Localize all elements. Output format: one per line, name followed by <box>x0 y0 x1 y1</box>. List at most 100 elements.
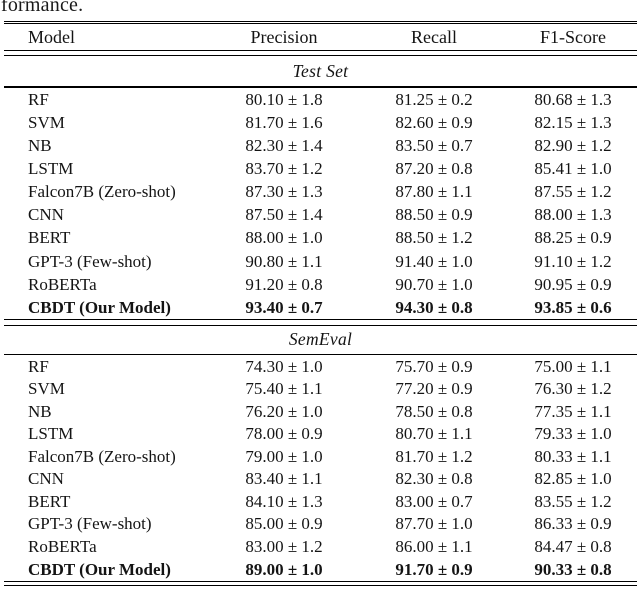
recall-cell: 75.70 ± 0.9 <box>395 356 473 376</box>
table-row: SVM 81.70 ± 1.6 82.60 ± 0.9 82.15 ± 1.3 <box>4 111 637 134</box>
recall-cell: 83.00 ± 0.7 <box>395 491 473 511</box>
model-cell: RoBERTa <box>28 536 97 556</box>
section-rows: RF 80.10 ± 1.8 81.25 ± 0.2 80.68 ± 1.3 SVM 81… <box>4 88 637 319</box>
recall-cell: 86.00 ± 1.1 <box>395 536 473 556</box>
recall-cell: 91.40 ± 1.0 <box>395 251 473 271</box>
precision-cell: 74.30 ± 1.0 <box>245 356 323 376</box>
table-row: NB 76.20 ± 1.0 78.50 ± 0.8 77.35 ± 1.1 <box>4 400 637 423</box>
table-rule-below-section-title <box>4 353 637 356</box>
f1-cell: 88.00 ± 1.3 <box>534 205 612 225</box>
table-row: RF 80.10 ± 1.8 81.25 ± 0.2 80.68 ± 1.3 <box>4 88 637 111</box>
model-cell: LSTM <box>28 159 74 179</box>
table-row: CNN 83.40 ± 1.1 82.30 ± 0.8 82.85 ± 1.0 <box>4 468 637 491</box>
precision-cell: 85.00 ± 0.9 <box>245 514 323 534</box>
recall-cell: 83.50 ± 0.7 <box>395 135 473 155</box>
precision-cell: 80.10 ± 1.8 <box>245 89 323 109</box>
recall-cell: 87.20 ± 0.8 <box>395 159 473 179</box>
model-cell: RF <box>28 89 49 109</box>
section-test-set: Test Set RF 80.10 ± 1.8 81.25 ± 0.2 80.68 ±… <box>4 56 637 319</box>
model-cell: NB <box>28 401 52 421</box>
table-rule-top <box>4 21 637 25</box>
section-title-row: SemEval <box>4 326 637 354</box>
recall-cell: 82.60 ± 0.9 <box>395 112 473 132</box>
precision-cell: 93.40 ± 0.7 <box>245 297 323 317</box>
precision-cell: 79.00 ± 1.0 <box>245 446 323 466</box>
table-row: CBDT (Our Model) 93.40 ± 0.7 94.30 ± 0.8 93… <box>4 296 637 319</box>
f1-cell: 88.25 ± 0.9 <box>534 228 612 248</box>
table-row: LSTM 78.00 ± 0.9 80.70 ± 1.1 79.33 ± 1.0 <box>4 423 637 446</box>
model-cell: CBDT (Our Model) <box>28 559 171 579</box>
f1-cell: 75.00 ± 1.1 <box>534 356 612 376</box>
table-row: Falcon7B (Zero-shot) 87.30 ± 1.3 87.80 ± 1… <box>4 181 637 204</box>
model-cell: NB <box>28 135 52 155</box>
table-rule-below-section-title <box>4 86 637 89</box>
precision-cell: 81.70 ± 1.6 <box>245 112 323 132</box>
column-header-model: Model <box>28 26 75 47</box>
recall-cell: 94.30 ± 0.8 <box>395 297 473 317</box>
f1-cell: 87.55 ± 1.2 <box>534 182 612 202</box>
recall-cell: 87.80 ± 1.1 <box>395 182 473 202</box>
f1-cell: 80.33 ± 1.1 <box>534 446 612 466</box>
model-cell: SVM <box>28 379 65 399</box>
precision-cell: 89.00 ± 1.0 <box>245 559 323 579</box>
f1-cell: 77.35 ± 1.1 <box>534 401 612 421</box>
model-cell: CBDT (Our Model) <box>28 297 171 317</box>
table-row: BERT 84.10 ± 1.3 83.00 ± 0.7 83.55 ± 1.2 <box>4 491 637 514</box>
precision-cell: 76.20 ± 1.0 <box>245 401 323 421</box>
recall-cell: 81.70 ± 1.2 <box>395 446 473 466</box>
precision-cell: 87.50 ± 1.4 <box>245 205 323 225</box>
table-row: NB 82.30 ± 1.4 83.50 ± 0.7 82.90 ± 1.2 <box>4 134 637 157</box>
table-row: LSTM 83.70 ± 1.2 87.20 ± 0.8 85.41 ± 1.0 <box>4 157 637 180</box>
paper-caption-fragment: formance. <box>1 0 84 16</box>
table-row: RoBERTa 83.00 ± 1.2 86.00 ± 1.1 84.47 ± 0.8 <box>4 536 637 559</box>
recall-cell: 88.50 ± 1.2 <box>395 228 473 248</box>
f1-cell: 93.85 ± 0.6 <box>534 297 612 317</box>
f1-cell: 90.95 ± 0.9 <box>534 274 612 294</box>
f1-cell: 86.33 ± 0.9 <box>534 514 612 534</box>
recall-cell: 88.50 ± 0.9 <box>395 205 473 225</box>
recall-cell: 82.30 ± 0.8 <box>395 469 473 489</box>
model-cell: Falcon7B (Zero-shot) <box>28 182 176 202</box>
table-row: RoBERTa 91.20 ± 0.8 90.70 ± 1.0 90.95 ± 0.9 <box>4 273 637 296</box>
precision-cell: 84.10 ± 1.3 <box>245 491 323 511</box>
model-cell: GPT-3 (Few-shot) <box>28 251 152 271</box>
f1-cell: 83.55 ± 1.2 <box>534 491 612 511</box>
model-cell: LSTM <box>28 424 74 444</box>
recall-cell: 87.70 ± 1.0 <box>395 514 473 534</box>
recall-cell: 81.25 ± 0.2 <box>395 89 473 109</box>
model-cell: BERT <box>28 228 71 248</box>
recall-cell: 80.70 ± 1.1 <box>395 424 473 444</box>
results-table: Model Precision Recall F1-Score Test Set… <box>4 21 637 586</box>
precision-cell: 82.30 ± 1.4 <box>245 135 323 155</box>
column-header-recall: Recall <box>411 26 457 47</box>
table-row: GPT-3 (Few-shot) 90.80 ± 1.1 91.40 ± 1.0 91… <box>4 250 637 273</box>
recall-cell: 78.50 ± 0.8 <box>395 401 473 421</box>
table-row: BERT 88.00 ± 1.0 88.50 ± 1.2 88.25 ± 0.9 <box>4 227 637 250</box>
precision-cell: 75.40 ± 1.1 <box>245 379 323 399</box>
f1-cell: 90.33 ± 0.8 <box>534 559 612 579</box>
model-cell: SVM <box>28 112 65 132</box>
section-title-row: Test Set <box>4 56 637 86</box>
f1-cell: 82.85 ± 1.0 <box>534 469 612 489</box>
f1-cell: 82.90 ± 1.2 <box>534 135 612 155</box>
recall-cell: 91.70 ± 0.9 <box>395 559 473 579</box>
precision-cell: 87.30 ± 1.3 <box>245 182 323 202</box>
model-cell: RF <box>28 356 49 376</box>
model-cell: RoBERTa <box>28 274 97 294</box>
table-header-row: Model Precision Recall F1-Score <box>4 24 637 50</box>
model-cell: GPT-3 (Few-shot) <box>28 514 152 534</box>
precision-cell: 78.00 ± 0.9 <box>245 424 323 444</box>
table-row: SVM 75.40 ± 1.1 77.20 ± 0.9 76.30 ± 1.2 <box>4 378 637 401</box>
table-row: GPT-3 (Few-shot) 85.00 ± 0.9 87.70 ± 1.0 86… <box>4 513 637 536</box>
precision-cell: 83.00 ± 1.2 <box>245 536 323 556</box>
section-semeval: SemEval RF 74.30 ± 1.0 75.70 ± 0.9 75.00 ± … <box>4 326 637 581</box>
table-row: RF 74.30 ± 1.0 75.70 ± 0.9 75.00 ± 1.1 <box>4 355 637 378</box>
f1-cell: 91.10 ± 1.2 <box>534 251 612 271</box>
table-rule-below-header <box>4 50 637 57</box>
table-row: CBDT (Our Model) 89.00 ± 1.0 91.70 ± 0.9 90… <box>4 558 637 581</box>
table-rule-between-sections <box>4 319 637 326</box>
recall-cell: 90.70 ± 1.0 <box>395 274 473 294</box>
model-cell: Falcon7B (Zero-shot) <box>28 446 176 466</box>
section-title: SemEval <box>288 329 353 350</box>
f1-cell: 82.15 ± 1.3 <box>534 112 612 132</box>
